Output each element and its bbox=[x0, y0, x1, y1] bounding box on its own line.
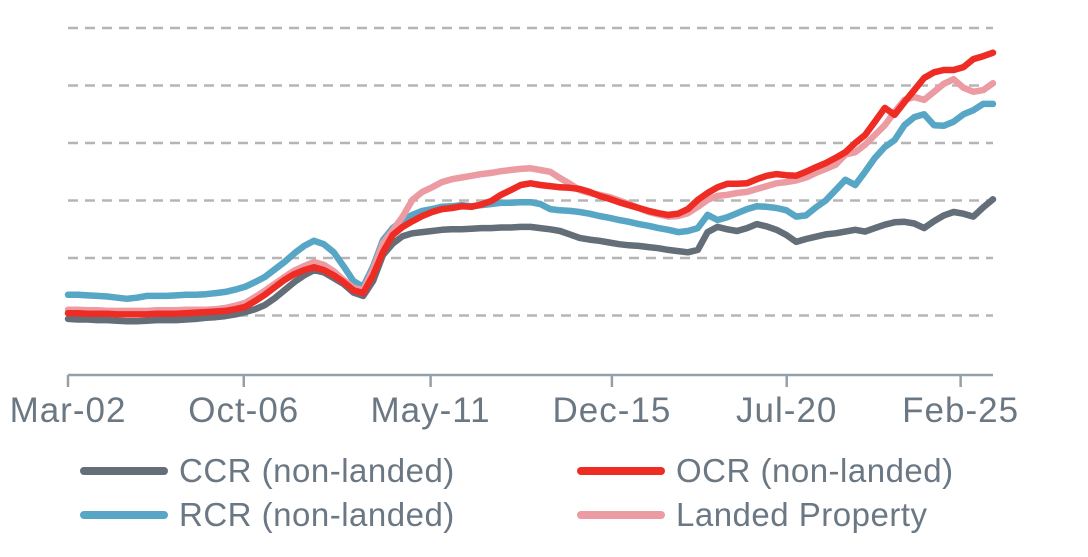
series-line-landed bbox=[64, 75, 997, 315]
legend-label-landed: Landed Property bbox=[676, 496, 928, 533]
x-tick-label: Mar-02 bbox=[10, 391, 127, 430]
legend-item-ccr: CCR (non-landed) bbox=[80, 449, 577, 493]
x-tick-label: Oct-06 bbox=[188, 391, 299, 430]
x-tick-label: Dec-15 bbox=[552, 391, 671, 430]
series-line-ccr bbox=[64, 196, 997, 325]
chart-legend: CCR (non-landed) OCR (non-landed) RCR (n… bbox=[0, 449, 1088, 537]
legend-label-ccr: CCR (non-landed) bbox=[179, 452, 455, 489]
legend-swatch-rcr bbox=[80, 511, 168, 519]
legend-label-ocr: OCR (non-landed) bbox=[676, 452, 954, 489]
series-line-ocr bbox=[64, 49, 997, 318]
legend-label-rcr: RCR (non-landed) bbox=[179, 496, 455, 533]
line-chart-canvas: Mar-02 Oct-06 May-11 Dec-15 Jul-20 Feb-25 bbox=[10, 26, 1019, 430]
legend-swatch-ocr bbox=[577, 467, 665, 475]
legend-swatch-landed bbox=[577, 511, 665, 519]
legend-item-landed: Landed Property bbox=[577, 493, 1088, 537]
legend-swatch-ccr bbox=[80, 467, 168, 475]
x-tick-label: Jul-20 bbox=[736, 391, 837, 430]
x-tick-label: Feb-25 bbox=[902, 391, 1019, 430]
legend-item-rcr: RCR (non-landed) bbox=[80, 493, 577, 537]
legend-item-ocr: OCR (non-landed) bbox=[577, 449, 1088, 493]
series-line-rcr bbox=[64, 100, 997, 303]
x-tick-label: May-11 bbox=[371, 391, 491, 430]
